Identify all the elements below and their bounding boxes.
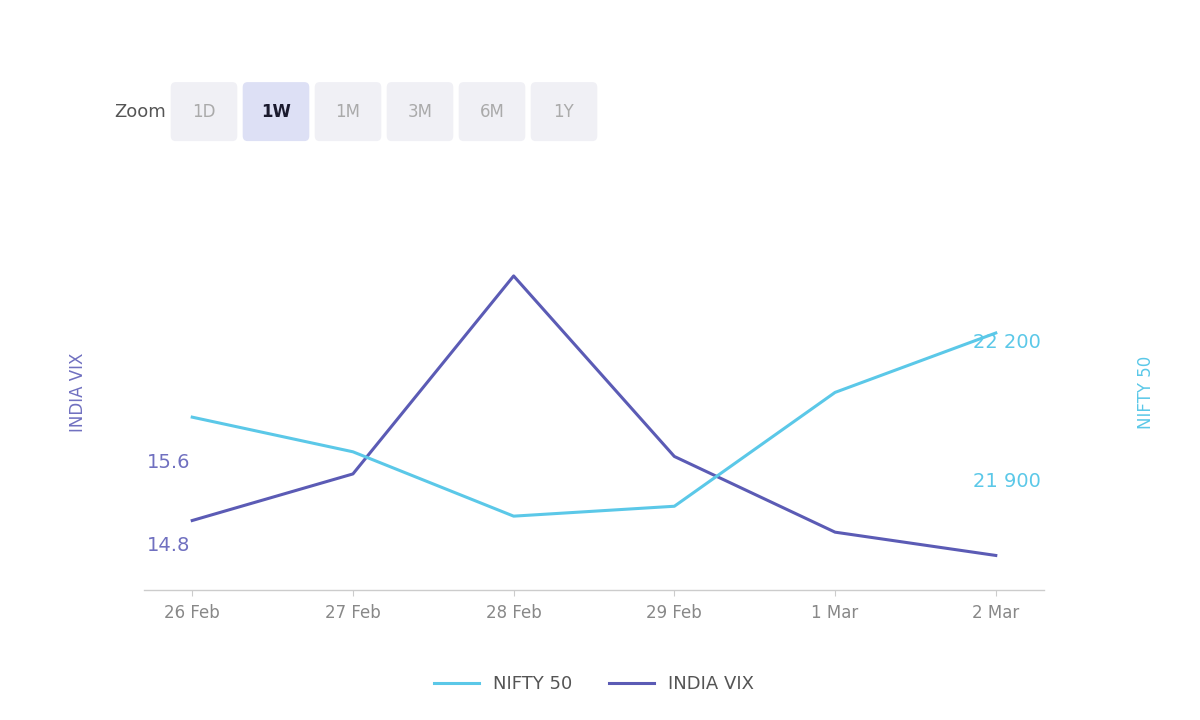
Text: 1Y: 1Y — [553, 102, 575, 120]
FancyBboxPatch shape — [314, 82, 382, 141]
Text: 22 200: 22 200 — [973, 333, 1040, 352]
Text: 14.8: 14.8 — [148, 536, 191, 555]
Text: 3M: 3M — [408, 102, 432, 120]
Text: INDIA VIX: INDIA VIX — [70, 353, 88, 432]
FancyBboxPatch shape — [386, 82, 454, 141]
Text: NIFTY 50: NIFTY 50 — [1138, 356, 1154, 429]
FancyBboxPatch shape — [458, 82, 526, 141]
Text: 21 900: 21 900 — [973, 472, 1040, 491]
FancyBboxPatch shape — [242, 82, 310, 141]
Text: 1D: 1D — [192, 102, 216, 120]
FancyBboxPatch shape — [170, 82, 238, 141]
Text: 6M: 6M — [480, 102, 504, 120]
FancyBboxPatch shape — [530, 82, 598, 141]
Text: 1W: 1W — [262, 102, 290, 120]
Text: 1M: 1M — [336, 102, 360, 120]
Legend: NIFTY 50, INDIA VIX: NIFTY 50, INDIA VIX — [426, 667, 762, 700]
Text: 15.6: 15.6 — [148, 453, 191, 472]
Text: Zoom: Zoom — [114, 102, 166, 120]
